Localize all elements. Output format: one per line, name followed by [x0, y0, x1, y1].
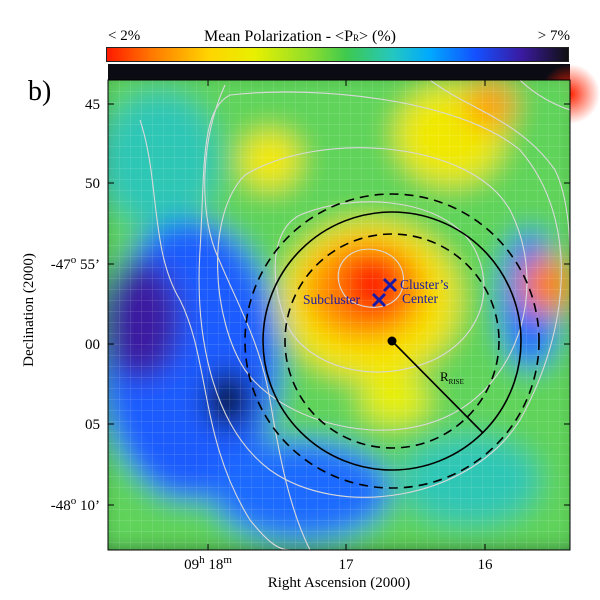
plot-frame	[107, 79, 571, 551]
colorbar-title-text: Mean Polarization - <P	[203, 28, 353, 45]
contour-lines	[139, 80, 570, 550]
y-tick-label: 50	[85, 176, 100, 192]
center-dot	[387, 336, 397, 346]
y-tick-label: 00	[85, 337, 100, 353]
colorbar-title-subscript: R	[352, 33, 359, 43]
x-tick-label: 09h 18m	[184, 554, 232, 573]
y-tick-label: -48o 10’	[51, 495, 100, 514]
panel-label: b)	[28, 76, 52, 107]
y-tick-label: -47o 55’	[51, 254, 100, 273]
contour-1	[337, 248, 404, 308]
cluster-center-label: Cluster’s Center	[400, 277, 449, 306]
contour-3	[217, 147, 528, 431]
cluster-center-marker	[382, 277, 398, 293]
dashed-circle-outer	[244, 193, 540, 489]
axis-ticks	[108, 80, 570, 550]
colorbar-title-end: > (%)	[359, 28, 397, 45]
contour-2	[274, 201, 485, 373]
y-axis-label: Declination (2000)	[21, 253, 37, 367]
dashed-circle-inner	[284, 233, 500, 449]
colorbar-max-label: > 7%	[537, 28, 570, 44]
contour-4	[198, 91, 562, 498]
x-tick-label: 17	[339, 557, 355, 573]
contour-7	[429, 80, 570, 261]
contour-6	[204, 84, 311, 550]
rise-circles	[244, 193, 540, 489]
radius-line	[391, 340, 484, 434]
contour-5	[139, 119, 291, 550]
x-axis-label: Right Ascension (2000)	[268, 575, 411, 591]
rise-circle	[262, 211, 522, 471]
subcluster-marker	[371, 292, 387, 308]
colorbar-min-label: < 2%	[108, 28, 141, 44]
x-tick-label: 16	[478, 557, 494, 573]
subcluster-label: Subcluster	[303, 292, 360, 307]
colorbar	[106, 47, 569, 62]
y-tick-label: 45	[85, 97, 100, 113]
contour-8	[519, 80, 570, 111]
y-tick-label: 05	[85, 417, 100, 433]
heatmap-layer	[108, 80, 570, 550]
radius-label: RRISE	[440, 369, 464, 386]
tick-labels: 45 50 -47o 55’ 00 05 -48o 10’ 09h 18m 17 16	[51, 97, 493, 573]
colorbar-title: Mean Polarization - <PR> (%)	[0, 28, 600, 46]
grid-overlay	[108, 80, 570, 550]
